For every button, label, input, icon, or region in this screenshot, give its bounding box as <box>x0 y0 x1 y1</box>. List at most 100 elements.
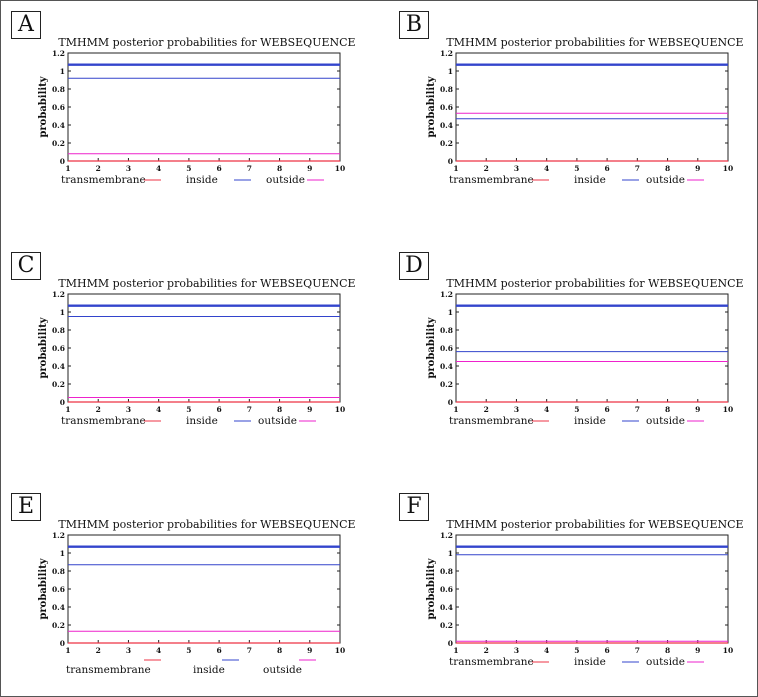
x-tick-label: 4 <box>544 405 549 414</box>
x-tick-label: 4 <box>544 164 549 173</box>
y-tick-label: 0.4 <box>440 362 453 371</box>
y-tick-label: 0.6 <box>440 103 453 112</box>
chart-svg: TMHMM posterior probabilities for WEBSEQ… <box>38 36 356 186</box>
y-tick-label: 0 <box>60 398 65 407</box>
x-tick-label: 2 <box>96 164 101 173</box>
x-tick-label: 2 <box>484 405 489 414</box>
x-tick-label: 8 <box>277 405 282 414</box>
chart-title: TMHMM posterior probabilities for WEBSEQ… <box>446 518 743 531</box>
y-tick-label: 1.2 <box>52 290 65 299</box>
y-axis-label: probability <box>426 75 437 137</box>
y-tick-label: 1.2 <box>52 531 65 540</box>
legend-label-transmembrane: transmembrane <box>66 664 151 676</box>
x-tick-label: 1 <box>65 646 70 655</box>
y-tick-label: 0.2 <box>440 380 453 389</box>
panel-label: B <box>399 11 429 39</box>
plot-area-frame <box>67 293 341 403</box>
y-tick-label: 1 <box>448 67 453 76</box>
y-tick-label: 0.2 <box>440 139 453 148</box>
y-axis-label: probability <box>426 557 437 619</box>
x-tick-label: 2 <box>484 164 489 173</box>
legend-label-outside: outside <box>263 664 302 676</box>
x-tick-label: 4 <box>156 164 161 173</box>
x-tick-label: 6 <box>605 646 610 655</box>
x-tick-label: 7 <box>635 405 640 414</box>
x-tick-label: 8 <box>665 164 670 173</box>
y-tick-label: 0.6 <box>440 585 453 594</box>
x-tick-label: 1 <box>65 164 70 173</box>
y-tick-label: 0.8 <box>440 567 453 576</box>
y-tick-label: 0.8 <box>52 326 65 335</box>
y-tick-label: 0.8 <box>52 85 65 94</box>
x-tick-label: 3 <box>126 405 131 414</box>
y-tick-label: 0.2 <box>440 621 453 630</box>
x-tick-label: 4 <box>544 646 549 655</box>
x-tick-label: 7 <box>247 646 252 655</box>
x-tick-label: 8 <box>665 405 670 414</box>
x-tick-label: 10 <box>723 646 733 655</box>
legend-label-outside: outside <box>646 174 685 186</box>
legend-label-transmembrane: transmembrane <box>61 415 146 427</box>
chart-svg: TMHMM posterior probabilities for WEBSEQ… <box>426 518 744 668</box>
plot-area-frame <box>455 293 729 403</box>
chart-title: TMHMM posterior probabilities for WEBSEQ… <box>58 277 355 290</box>
x-tick-label: 5 <box>186 164 191 173</box>
y-tick-label: 1.2 <box>440 531 453 540</box>
x-tick-label: 6 <box>217 164 222 173</box>
x-tick-label: 10 <box>335 405 345 414</box>
y-tick-label: 0.4 <box>52 121 65 130</box>
y-tick-label: 0.4 <box>52 362 65 371</box>
y-axis-label: probability <box>38 557 49 619</box>
panel-label: D <box>399 252 429 280</box>
x-tick-label: 2 <box>96 405 101 414</box>
legend-label-inside: inside <box>574 415 606 427</box>
chart-title: TMHMM posterior probabilities for WEBSEQ… <box>446 36 743 49</box>
panel-label: A <box>11 11 41 39</box>
legend-label-outside: outside <box>258 415 297 427</box>
y-tick-label: 0.2 <box>52 380 65 389</box>
x-tick-label: 4 <box>156 405 161 414</box>
legend-label-transmembrane: transmembrane <box>449 174 534 186</box>
legend-label-inside: inside <box>186 415 218 427</box>
x-tick-label: 5 <box>574 164 579 173</box>
x-tick-label: 7 <box>635 164 640 173</box>
panel-label: F <box>399 493 429 521</box>
x-tick-label: 3 <box>514 164 519 173</box>
y-tick-label: 0 <box>448 398 453 407</box>
x-tick-label: 8 <box>277 164 282 173</box>
x-tick-label: 6 <box>605 405 610 414</box>
x-tick-label: 1 <box>453 646 458 655</box>
legend-label-outside: outside <box>646 656 685 668</box>
x-tick-label: 3 <box>514 405 519 414</box>
chart-svg: TMHMM posterior probabilities for WEBSEQ… <box>38 518 356 676</box>
x-tick-label: 1 <box>65 405 70 414</box>
y-tick-label: 1.2 <box>52 49 65 58</box>
x-tick-label: 5 <box>574 646 579 655</box>
x-tick-label: 5 <box>186 405 191 414</box>
x-tick-label: 3 <box>126 164 131 173</box>
legend-label-transmembrane: transmembrane <box>449 656 534 668</box>
legend-label-transmembrane: transmembrane <box>61 174 146 186</box>
x-tick-label: 3 <box>514 646 519 655</box>
x-tick-label: 9 <box>307 405 312 414</box>
y-tick-label: 1 <box>448 308 453 317</box>
x-tick-label: 1 <box>453 164 458 173</box>
y-tick-label: 0.2 <box>52 139 65 148</box>
y-tick-label: 0 <box>448 639 453 648</box>
x-tick-label: 7 <box>635 646 640 655</box>
x-tick-label: 3 <box>126 646 131 655</box>
legend-label-inside: inside <box>574 656 606 668</box>
panel-label: C <box>11 252 41 280</box>
x-tick-label: 10 <box>335 164 345 173</box>
y-tick-label: 0 <box>448 157 453 166</box>
y-tick-label: 0.8 <box>440 85 453 94</box>
x-tick-label: 5 <box>186 646 191 655</box>
y-tick-label: 0.8 <box>440 326 453 335</box>
x-tick-label: 6 <box>605 164 610 173</box>
plot-area-frame <box>455 534 729 644</box>
y-tick-label: 0.4 <box>440 603 453 612</box>
y-tick-label: 0.4 <box>52 603 65 612</box>
x-tick-label: 9 <box>695 405 700 414</box>
y-tick-label: 0.8 <box>52 567 65 576</box>
